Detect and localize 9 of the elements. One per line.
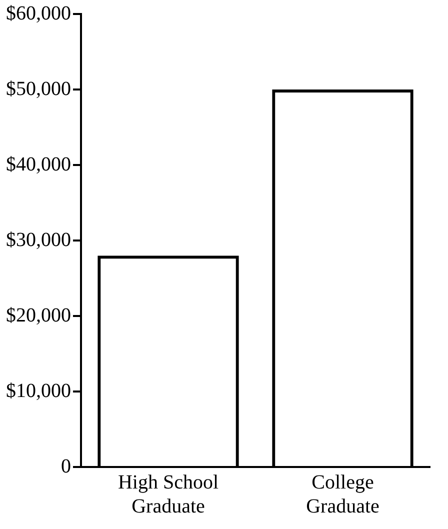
y-tick-label: $20,000 [6, 304, 71, 326]
y-tick-label: $30,000 [6, 228, 71, 251]
x-tick-label: College Graduate [306, 471, 380, 518]
y-tick-label: 0 [61, 455, 71, 478]
y-tick-label: $40,000 [6, 153, 71, 176]
y-tick-label: $10,000 [6, 380, 71, 402]
x-tick-label: High School Graduate [118, 471, 219, 518]
y-tick-label: $60,000 [6, 2, 71, 24]
y-tick-label: $50,000 [6, 78, 71, 100]
